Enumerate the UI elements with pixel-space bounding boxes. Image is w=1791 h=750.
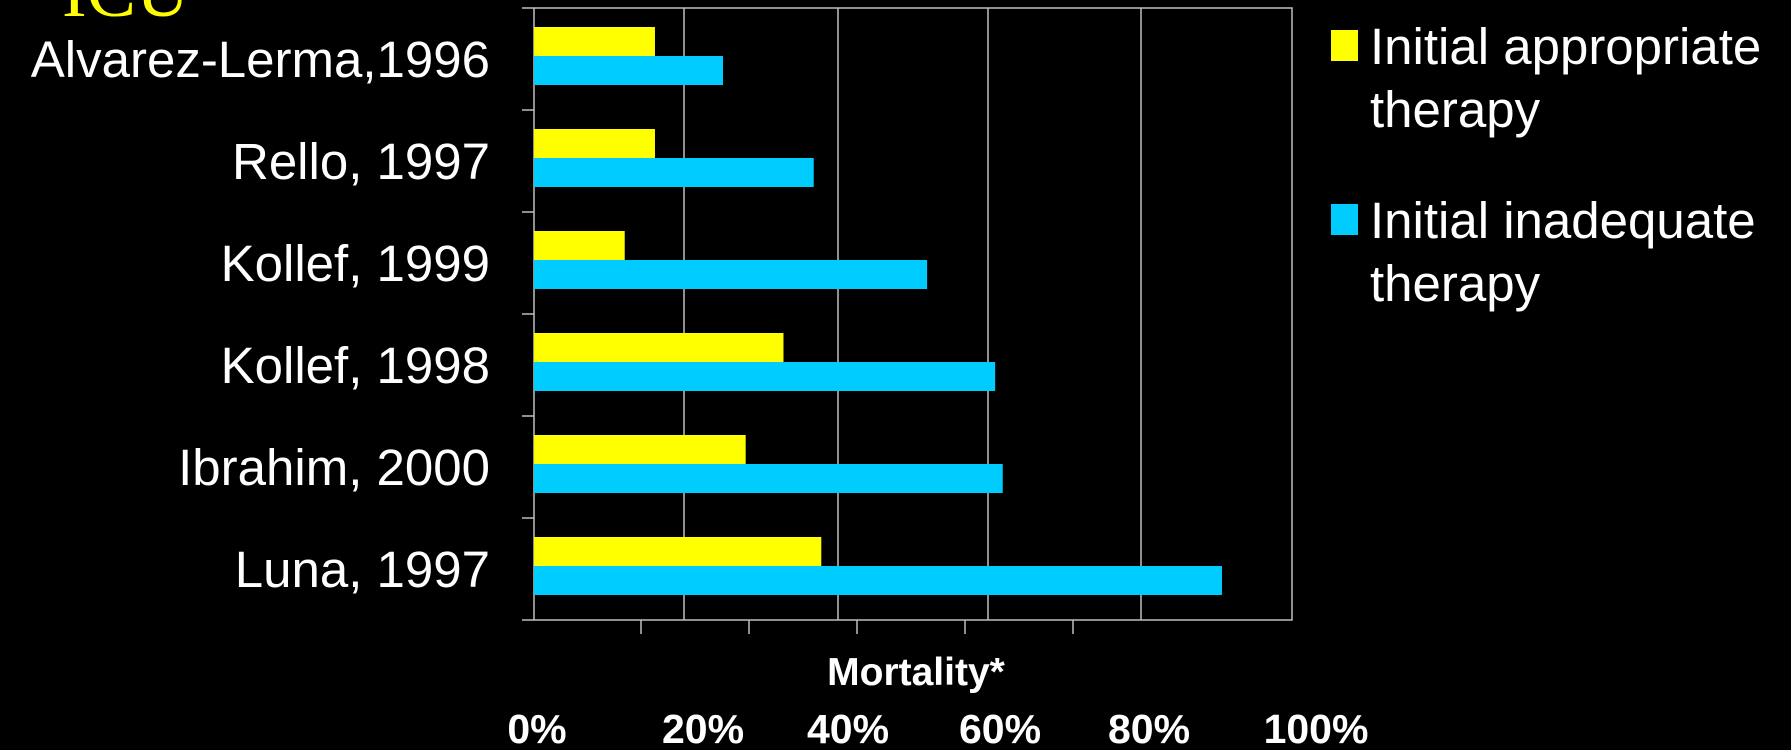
legend-swatch [1331,30,1358,61]
category-label: Alvarez-Lerma,1996 [31,31,490,88]
x-tick-label: 100% [1264,706,1369,750]
category-label: Luna, 1997 [235,541,490,598]
category-label: Kollef, 1998 [221,337,490,394]
x-tick-label: 60% [959,706,1041,750]
legend-swatch [1331,204,1358,235]
category-label: Kollef, 1999 [221,235,490,292]
legend: Initial appropriate therapy Initial inadeq… [1331,18,1761,312]
x-tick-label: 20% [662,706,744,750]
bar-appropriate [534,129,655,158]
plot-border [533,7,1293,621]
x-tick-label: 40% [807,706,889,750]
bar-inadequate [534,362,996,391]
bar-appropriate [534,537,822,566]
bar-inadequate [534,566,1222,595]
bar-inadequate [534,464,1003,493]
bar-inadequate [534,158,814,187]
slide-title-fragment: ICU [62,0,189,33]
category-labels: Alvarez-Lerma,1996 Rello, 1997 Kollef, 199… [31,31,490,598]
bar-inadequate [534,260,928,289]
plot-area [533,7,1293,621]
bar-appropriate [534,435,746,464]
x-tick-label: 80% [1108,706,1190,750]
x-axis-title: Mortality* [827,651,1006,694]
bar-appropriate [534,27,655,56]
legend-label: Initial appropriate therapy [1370,18,1761,138]
category-label: Ibrahim, 2000 [178,439,490,496]
x-tick-label: 0% [507,706,566,750]
legend-label: Initial inadequate therapy [1370,192,1756,312]
gridlines [522,7,1142,634]
x-tick-labels: 0% 20% 40% 60% 80% 100% [507,706,1368,750]
bar-appropriate [534,231,625,260]
bars [534,27,1222,595]
bar-inadequate [534,56,723,85]
bar-appropriate [534,333,784,362]
category-label: Rello, 1997 [232,133,490,190]
